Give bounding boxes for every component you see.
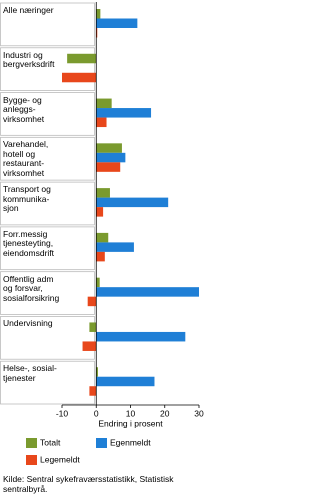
bar — [96, 9, 101, 19]
category-box — [0, 136, 95, 181]
category-box — [0, 47, 95, 91]
category-label: Helse-, sosial- tjenester — [3, 363, 57, 383]
legend-swatch — [96, 438, 107, 448]
category-box — [0, 2, 95, 47]
bar — [96, 188, 110, 198]
legend-label: Legemeldt — [40, 454, 80, 464]
category-box — [0, 181, 95, 226]
category-label: Transport og kommunika- sjon — [3, 184, 51, 214]
x-tick-label: 30 — [194, 408, 204, 418]
x-axis-label: Endring i prosent — [98, 418, 163, 428]
category-label: Alle næringer — [3, 5, 54, 15]
bar — [96, 117, 107, 128]
bar — [96, 232, 109, 243]
bar — [96, 376, 155, 387]
source: Kilde: Sentral sykefraværsstatistikk, St… — [3, 474, 174, 494]
bar — [96, 242, 134, 252]
legend-swatch — [26, 438, 37, 448]
legend-label: Egenmeldt — [110, 437, 151, 447]
category-label: Bygge- og anleggs- virksomhet — [3, 94, 45, 124]
bar — [96, 287, 199, 297]
bar — [89, 386, 97, 396]
plot: -10 0 10 20 30 Endring i prosent Totalt Egenmel… — [0, 2, 204, 465]
bar — [96, 207, 104, 217]
category-label: Industri og bergverksdrift — [3, 49, 55, 70]
bar — [96, 251, 105, 262]
bar — [87, 296, 97, 307]
bar — [62, 72, 97, 83]
category-box — [0, 316, 95, 360]
x-tick-label: 20 — [160, 408, 170, 418]
bar — [96, 277, 100, 288]
category-box — [0, 271, 95, 315]
category-box — [0, 360, 95, 405]
category-label: Forr.messig tjenesteyting, eiendomsdrift — [3, 228, 55, 258]
bar — [96, 98, 112, 109]
category-box — [0, 92, 95, 136]
bar — [96, 108, 152, 118]
bar — [96, 162, 121, 172]
bar — [96, 152, 126, 163]
legend-label: Totalt — [40, 437, 61, 447]
bar — [96, 331, 186, 342]
category-label: Undervisning — [3, 318, 53, 329]
x-tick-label: 10 — [126, 408, 136, 418]
bar — [96, 18, 138, 28]
bar — [82, 341, 97, 351]
bar — [67, 53, 97, 64]
bar — [96, 28, 98, 38]
x-tick-label: -10 — [56, 408, 69, 418]
x-tick-label: 0 — [94, 408, 99, 418]
bar — [96, 197, 169, 208]
bar — [96, 143, 122, 153]
legend-swatch — [26, 455, 37, 465]
category-label: Offentlig adm og forsvar, sosialforsikri… — [3, 273, 60, 303]
bar — [89, 322, 97, 332]
category-label: Varehandel, hotell og restaurant- virkso… — [3, 139, 49, 178]
chart: -10 0 10 20 30 Endring i prosent Totalt Egenmel… — [0, 2, 204, 494]
category-box — [0, 226, 95, 271]
bar — [96, 367, 98, 377]
